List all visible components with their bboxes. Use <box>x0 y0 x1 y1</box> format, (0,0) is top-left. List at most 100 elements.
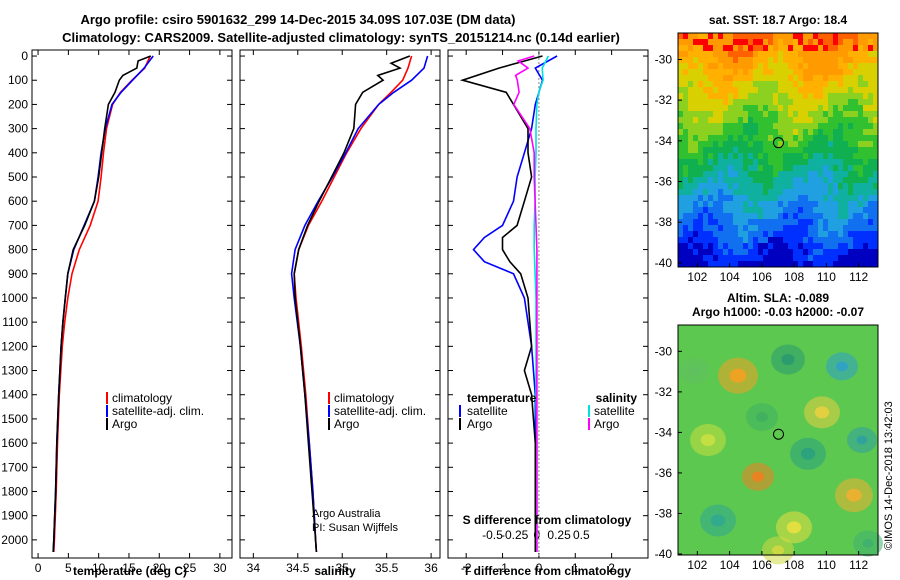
sst-cell <box>753 201 759 208</box>
sst-cell <box>788 183 794 190</box>
sst-cell <box>713 99 719 106</box>
sst-cell <box>703 33 709 40</box>
sst-cell <box>713 195 719 202</box>
sst-cell <box>738 45 744 52</box>
sst-cell <box>693 171 699 178</box>
lon-tick-label: 110 <box>817 270 836 284</box>
sst-cell <box>873 159 879 166</box>
sst-cell <box>788 57 794 64</box>
sst-cell <box>698 171 704 178</box>
sla-map <box>678 325 883 565</box>
sst-cell <box>788 159 794 166</box>
sst-cell <box>733 261 739 268</box>
sst-argo-location-marker <box>772 137 784 149</box>
sst-cell <box>743 45 749 52</box>
sst-cell <box>818 201 824 208</box>
sst-cell <box>688 171 694 178</box>
sst-cell <box>748 135 754 142</box>
sst-cell <box>833 51 839 58</box>
sst-cell <box>813 177 819 184</box>
sst-cell <box>768 225 774 232</box>
sst-cell <box>693 33 699 40</box>
sst-cell <box>698 93 704 100</box>
sst-cell <box>813 99 819 106</box>
sst-cell <box>823 153 829 160</box>
sst-cell <box>853 57 859 64</box>
legend-label-t-argo: Argo <box>467 417 493 431</box>
sst-cell <box>733 243 739 250</box>
sst-cell <box>833 75 839 82</box>
sst-cell <box>803 45 809 52</box>
sst-cell <box>818 225 824 232</box>
sst-cell <box>828 99 834 106</box>
sst-cell <box>693 243 699 250</box>
sst-cell <box>768 117 774 124</box>
sst-cell <box>728 207 734 214</box>
sst-cell <box>733 201 739 208</box>
sst-cell <box>858 171 864 178</box>
sst-cell <box>868 93 874 100</box>
sst-cell <box>713 129 719 136</box>
sst-cell <box>688 75 694 82</box>
sst-cell <box>798 243 804 250</box>
sst-cell <box>683 123 689 130</box>
sst-cell <box>853 117 859 124</box>
lat-tick-label: -32 <box>655 385 673 399</box>
sst-cell <box>858 219 864 226</box>
sst-cell <box>868 69 874 76</box>
sst-cell <box>818 219 824 226</box>
sst-cell <box>783 39 789 46</box>
sst-cell <box>753 219 759 226</box>
sst-cell <box>773 69 779 76</box>
sst-cell <box>848 75 854 82</box>
sst-cell <box>748 93 754 100</box>
sst-cell <box>793 153 799 160</box>
sst-cell <box>808 99 814 106</box>
sst-cell <box>723 261 729 268</box>
sst-cell <box>783 135 789 142</box>
sst-cell <box>758 69 764 76</box>
sst-cell <box>723 147 729 154</box>
sst-cell <box>813 231 819 238</box>
sst-cell <box>788 129 794 136</box>
sst-cell <box>788 171 794 178</box>
sst-cell <box>678 165 684 172</box>
sst-cell <box>848 219 854 226</box>
sst-cell <box>833 255 839 262</box>
sst-cell <box>678 129 684 136</box>
sst-cell <box>683 33 689 40</box>
sst-cell <box>843 135 849 142</box>
sst-cell <box>718 111 724 118</box>
sst-cell <box>773 189 779 196</box>
sst-cell <box>758 165 764 172</box>
sst-cell <box>798 117 804 124</box>
sst-cell <box>733 81 739 88</box>
sst-cell <box>718 171 724 178</box>
sst-cell <box>848 117 854 124</box>
sst-cell <box>763 111 769 118</box>
sst-cell <box>818 261 824 268</box>
sst-cell <box>798 69 804 76</box>
sst-cell <box>748 69 754 76</box>
sst-cell <box>748 189 754 196</box>
sst-cell <box>783 75 789 82</box>
sst-cell <box>833 159 839 166</box>
sst-cell <box>793 75 799 82</box>
sst-cell <box>688 177 694 184</box>
sst-cell <box>848 231 854 238</box>
sst-cell <box>783 255 789 262</box>
sst-cell <box>793 63 799 70</box>
sst-cell <box>843 237 849 244</box>
sst-cell <box>798 45 804 52</box>
sst-cell <box>778 147 784 154</box>
sst-cell <box>708 87 714 94</box>
sst-cell <box>858 123 864 130</box>
sst-cell <box>863 33 869 40</box>
sst-cell <box>763 213 769 220</box>
sst-cell <box>738 81 744 88</box>
sst-cell <box>698 129 704 136</box>
sst-cell <box>858 81 864 88</box>
sst-cell <box>793 99 799 106</box>
sst-cell <box>683 39 689 46</box>
sst-cell <box>698 201 704 208</box>
